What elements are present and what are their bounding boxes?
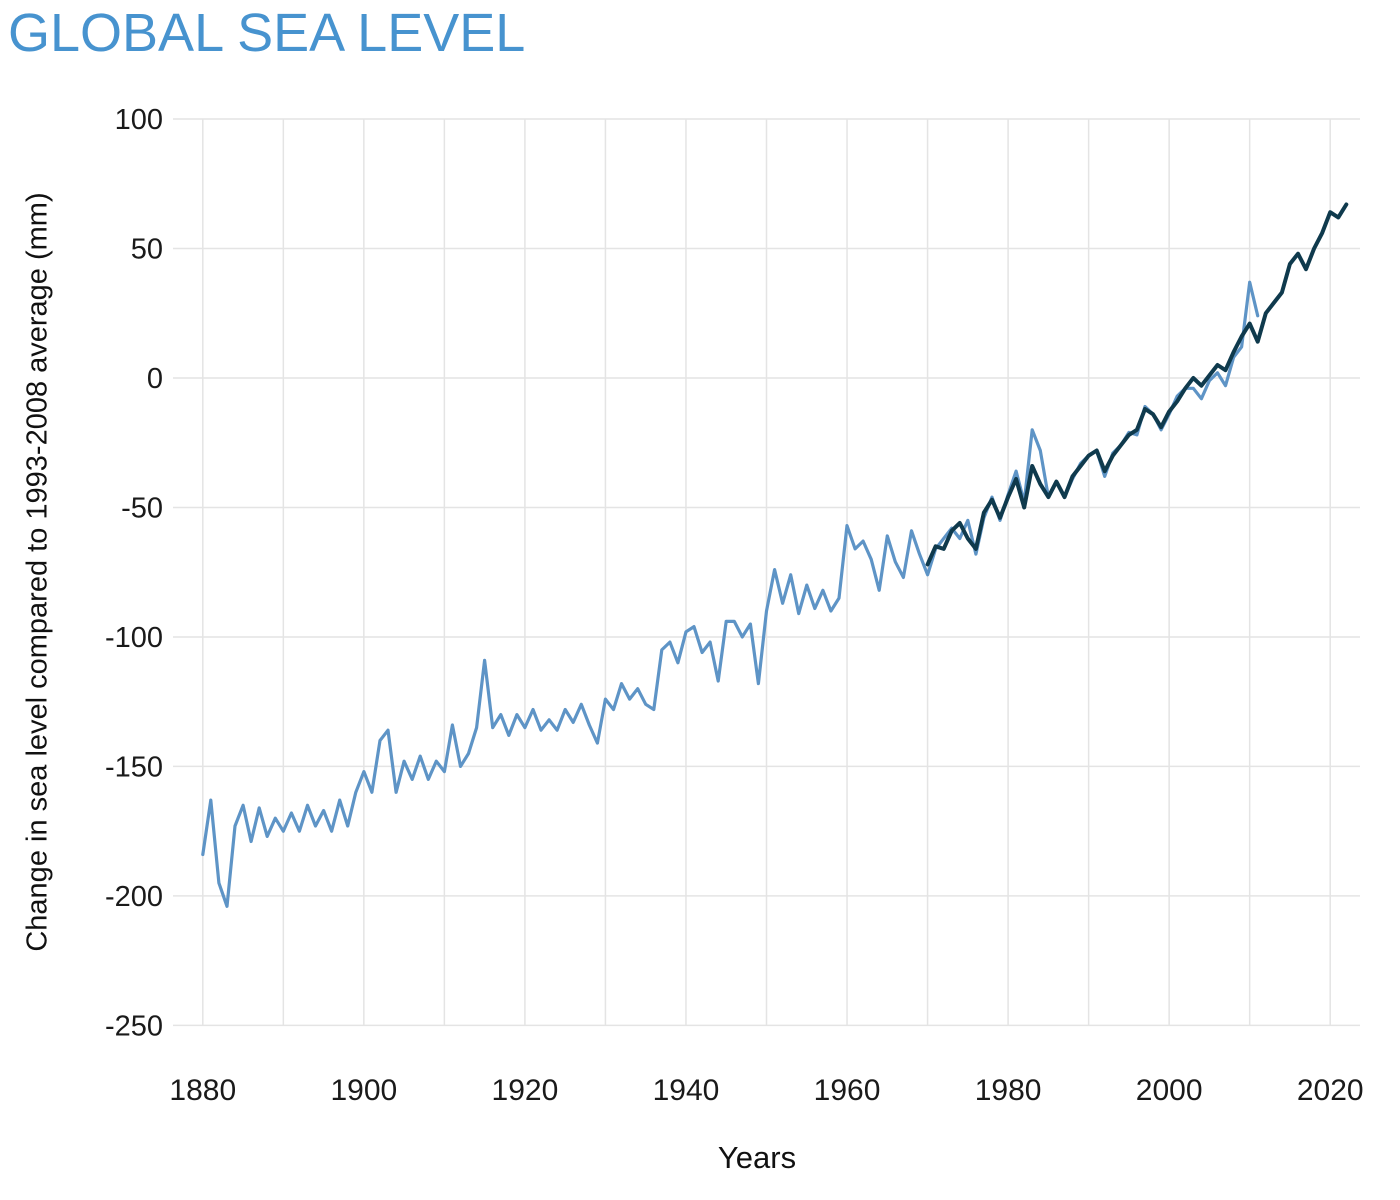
- y-tick-label: 50: [131, 233, 163, 265]
- x-axis-label: Years: [717, 1140, 797, 1175]
- y-tick-label: -150: [105, 751, 163, 783]
- y-tick-label: 100: [115, 104, 163, 136]
- y-tick-label: -250: [105, 1010, 163, 1042]
- x-tick-label: 1920: [492, 1074, 559, 1107]
- y-tick-label: -50: [121, 492, 163, 524]
- light-blue-line: [201, 280, 1260, 908]
- dark-blue-line: [925, 202, 1349, 567]
- x-tick-label: 1980: [975, 1074, 1042, 1107]
- x-tick-label: 1880: [169, 1074, 236, 1107]
- x-tick-label: 2000: [1136, 1074, 1203, 1107]
- chart-title: GLOBAL SEA LEVEL: [8, 3, 526, 63]
- y-tick-label: 0: [147, 363, 163, 395]
- x-tick-label: 1960: [814, 1074, 881, 1107]
- y-tick-label: -100: [105, 622, 163, 654]
- x-tick-label: 2020: [1297, 1074, 1364, 1107]
- y-tick-label: -200: [105, 881, 163, 913]
- x-tick-label: 1940: [653, 1074, 720, 1107]
- x-tick-label: 1900: [330, 1074, 397, 1107]
- grid-lines: [173, 118, 1360, 1027]
